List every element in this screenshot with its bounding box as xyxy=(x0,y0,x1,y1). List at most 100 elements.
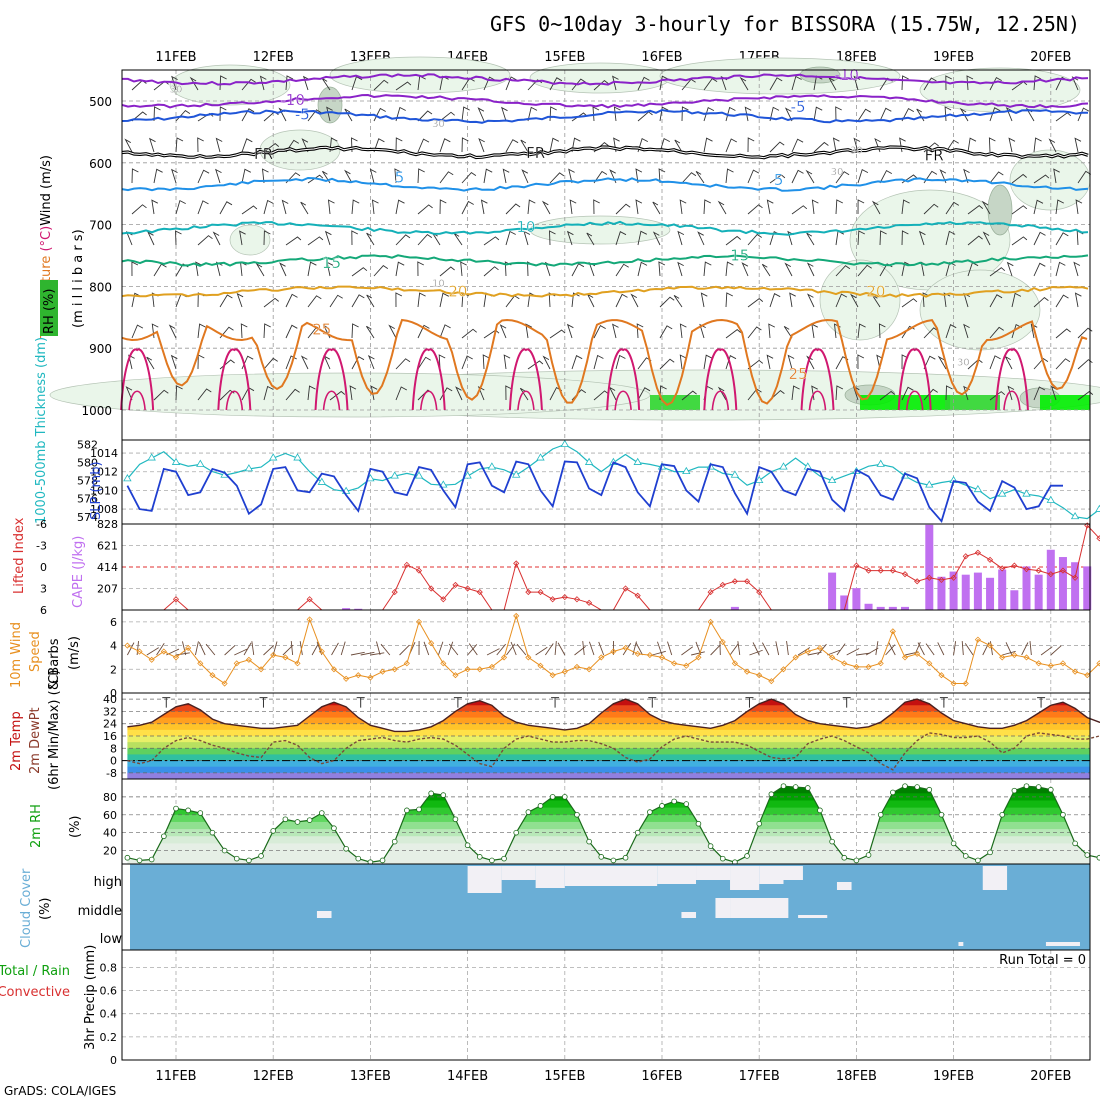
isotherm-30-inner xyxy=(128,390,146,411)
rh2m-marker xyxy=(804,785,811,791)
wind-barb xyxy=(1074,292,1082,308)
wind-barb xyxy=(151,199,159,215)
wind-barb xyxy=(1053,168,1060,184)
wind-barb xyxy=(989,76,1002,91)
wind-barb xyxy=(241,168,252,184)
rh2m-marker xyxy=(489,857,495,864)
wind10m-barb xyxy=(1021,642,1029,656)
wind-barb xyxy=(147,231,155,246)
wind10m-barb xyxy=(263,645,275,656)
top-date-label: 19FEB xyxy=(933,50,974,65)
wind-barb xyxy=(351,230,359,246)
wind10m-barb xyxy=(691,651,705,656)
wind10m-barb xyxy=(635,642,643,656)
isotherm-30 xyxy=(994,348,1029,411)
wind-barb xyxy=(212,231,221,246)
rh2m-marker xyxy=(464,842,471,849)
wind10m-axis-label: (m/s) xyxy=(67,636,82,670)
wind10m-marker xyxy=(440,660,447,667)
wind10m-marker xyxy=(829,654,836,661)
wind-barb xyxy=(659,137,671,153)
thickness-marker xyxy=(196,459,205,467)
rh2m-tick-label: 60 xyxy=(103,809,117,822)
wind-barb xyxy=(395,234,411,246)
lifted-index-marker xyxy=(403,561,410,568)
wind-barb xyxy=(1077,391,1094,401)
wind-barb xyxy=(322,170,331,184)
wind-barb xyxy=(806,355,815,370)
wind-barb xyxy=(395,386,408,401)
wind10m-marker xyxy=(549,672,556,679)
wind-barb xyxy=(658,261,666,277)
wind-barb xyxy=(175,230,182,246)
wind-barb xyxy=(477,107,485,122)
wind-barb xyxy=(766,199,774,215)
wind-barb xyxy=(963,323,970,339)
rh2m-marker xyxy=(306,817,313,823)
rh2m-marker xyxy=(452,816,459,823)
wind10m-barb xyxy=(856,652,871,656)
wind-barb xyxy=(439,324,451,339)
contour-label: 10 xyxy=(432,278,445,289)
wind10m-marker xyxy=(658,654,666,661)
wind-barb xyxy=(263,297,279,308)
cape-bar xyxy=(828,572,837,610)
wind10m-marker xyxy=(671,660,678,667)
wind-barb xyxy=(769,106,780,122)
lifted-index-marker xyxy=(415,567,423,574)
wind10m-axis-label: & Barbs xyxy=(47,638,62,690)
wind10m-barb xyxy=(224,645,236,656)
rh2m-marker xyxy=(659,803,665,809)
wind10m-marker xyxy=(950,680,957,687)
wind-barb xyxy=(366,232,375,246)
cape-bar xyxy=(949,571,958,610)
lifted-index-marker xyxy=(525,589,532,596)
rh2m-marker xyxy=(719,855,726,862)
wind-barb xyxy=(307,236,324,246)
wind-barb xyxy=(395,292,403,308)
wind10m-marker xyxy=(999,654,1006,661)
lifted-index-marker xyxy=(938,576,945,583)
wind-barb xyxy=(263,385,274,401)
wind-barb xyxy=(835,199,844,215)
wind-barb xyxy=(1033,358,1049,370)
wind-barb xyxy=(241,138,253,153)
lifted-index-marker xyxy=(172,596,180,603)
cape-bar xyxy=(354,608,363,610)
wind10m-barb xyxy=(964,643,974,656)
wind10m-barb xyxy=(448,643,459,656)
wind10m-marker xyxy=(731,660,738,667)
wind10m-marker xyxy=(452,672,459,679)
isotherm-20 xyxy=(121,285,1089,298)
wind-barb xyxy=(695,171,705,184)
rh2m-marker xyxy=(950,840,957,847)
wind-barb xyxy=(615,203,631,215)
rh-shade-dark xyxy=(987,184,1013,236)
lifted-index-marker xyxy=(877,567,884,574)
wind-barb xyxy=(791,75,802,91)
lifted-tick-label: -3 xyxy=(36,540,47,553)
wind-barb xyxy=(281,199,289,215)
wind-barb xyxy=(395,358,411,370)
lifted-index-marker xyxy=(1096,535,1100,542)
wind-barb xyxy=(923,388,938,401)
wind-barb xyxy=(835,385,844,401)
wind-barb xyxy=(351,267,368,277)
wind-barb xyxy=(901,298,918,308)
wind-barb xyxy=(593,199,600,215)
thickness-marker xyxy=(682,466,691,475)
wind10m-barb xyxy=(243,642,252,656)
temperature-band xyxy=(127,717,1090,725)
top-date-label: 15FEB xyxy=(544,50,585,65)
wind-barb xyxy=(966,75,974,91)
rh2m-marker xyxy=(525,809,532,815)
rh2m-marker xyxy=(574,811,580,818)
wind-barb xyxy=(370,385,378,401)
isotherm-30 xyxy=(120,348,155,411)
wind-barb xyxy=(483,76,496,91)
wind-barb xyxy=(857,230,866,246)
wind-barb xyxy=(637,261,648,277)
wind10m-marker xyxy=(160,648,167,655)
cloud-clear-block xyxy=(696,866,731,880)
wind-barb xyxy=(857,354,865,370)
